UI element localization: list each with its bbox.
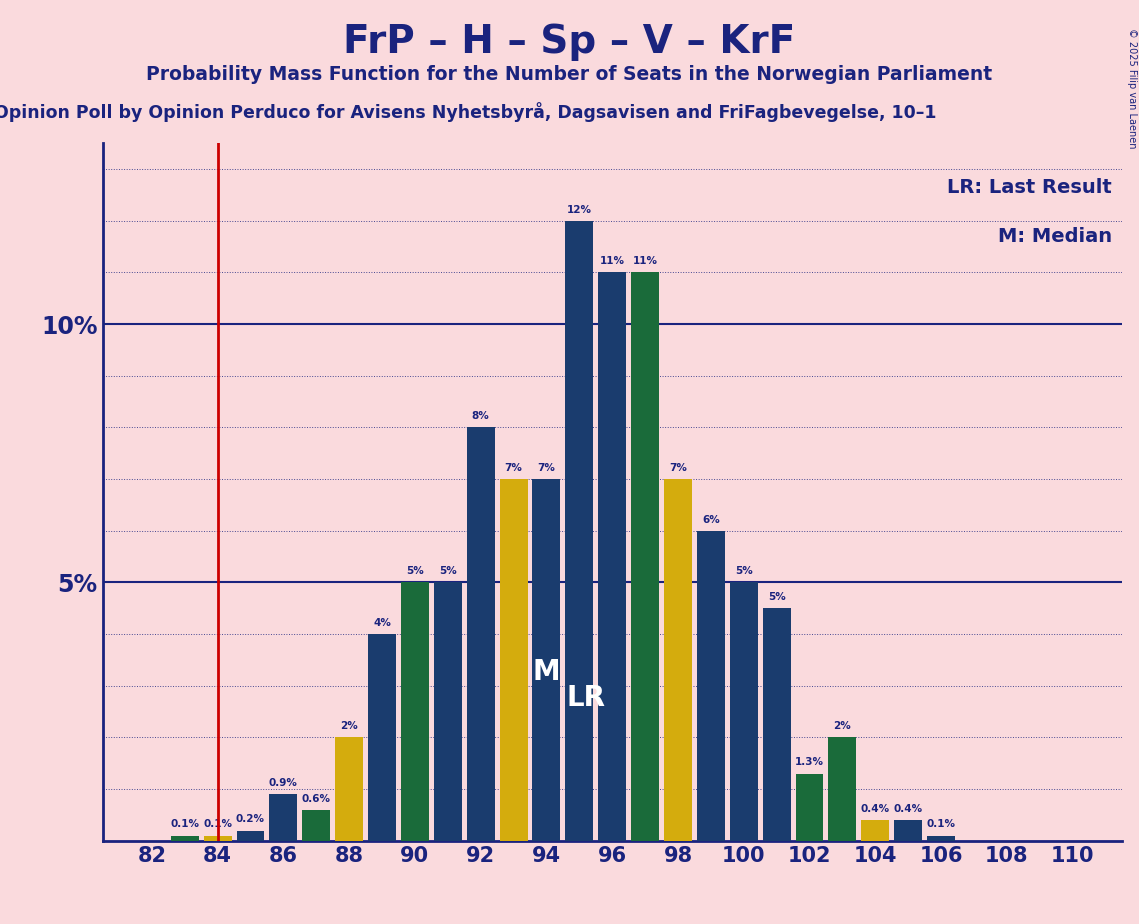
Bar (302, 809, 330, 841)
Text: 7%: 7% (669, 463, 687, 473)
Text: 0.6%: 0.6% (302, 794, 330, 804)
Text: 2%: 2% (341, 722, 358, 731)
Bar (565, 221, 593, 841)
Text: 6%: 6% (702, 515, 720, 525)
Text: 0.1%: 0.1% (926, 820, 956, 830)
Bar (401, 582, 429, 841)
Bar (730, 582, 757, 841)
Text: LR: LR (566, 684, 606, 711)
Text: 2%: 2% (834, 722, 851, 731)
Bar (664, 480, 693, 841)
Bar (204, 835, 231, 841)
Text: 0.1%: 0.1% (203, 820, 232, 830)
Bar (861, 821, 890, 841)
Bar (532, 480, 560, 841)
Text: LR: Last Result: LR: Last Result (947, 178, 1112, 197)
Text: © 2025 Filip van Laenen: © 2025 Filip van Laenen (1126, 28, 1137, 148)
Text: Probability Mass Function for the Number of Seats in the Norwegian Parliament: Probability Mass Function for the Number… (147, 65, 992, 84)
Bar (763, 608, 790, 841)
Text: 5%: 5% (735, 566, 753, 577)
Bar (368, 634, 396, 841)
Bar (795, 773, 823, 841)
Bar (270, 795, 297, 841)
Text: Opinion Poll by Opinion Perduco for Avisens Nyhetsbyrå, Dagsavisen and FriFagbev: Opinion Poll by Opinion Perduco for Avis… (0, 102, 936, 122)
Text: 11%: 11% (600, 256, 624, 266)
Text: 0.4%: 0.4% (861, 804, 890, 814)
Text: 5%: 5% (405, 566, 424, 577)
Text: 5%: 5% (439, 566, 457, 577)
Bar (237, 831, 264, 841)
Bar (598, 273, 626, 841)
Text: 8%: 8% (472, 411, 490, 421)
Bar (500, 480, 527, 841)
Text: 7%: 7% (505, 463, 523, 473)
Bar (467, 428, 494, 841)
Text: 5%: 5% (768, 592, 786, 602)
Bar (335, 737, 363, 841)
Bar (894, 821, 923, 841)
Text: 0.9%: 0.9% (269, 778, 297, 788)
Bar (828, 737, 857, 841)
Text: 12%: 12% (567, 204, 592, 214)
Text: 1.3%: 1.3% (795, 758, 823, 768)
Text: 0.2%: 0.2% (236, 814, 265, 824)
Bar (171, 835, 198, 841)
Text: 4%: 4% (374, 618, 391, 628)
Bar (927, 835, 954, 841)
Bar (697, 530, 724, 841)
Text: M: Median: M: Median (998, 227, 1112, 246)
Text: FrP – H – Sp – V – KrF: FrP – H – Sp – V – KrF (343, 23, 796, 61)
Text: 7%: 7% (538, 463, 556, 473)
Bar (434, 582, 461, 841)
Text: 11%: 11% (632, 256, 657, 266)
Bar (631, 273, 659, 841)
Text: 0.1%: 0.1% (170, 820, 199, 830)
Text: 0.4%: 0.4% (894, 804, 923, 814)
Text: M: M (533, 658, 560, 686)
